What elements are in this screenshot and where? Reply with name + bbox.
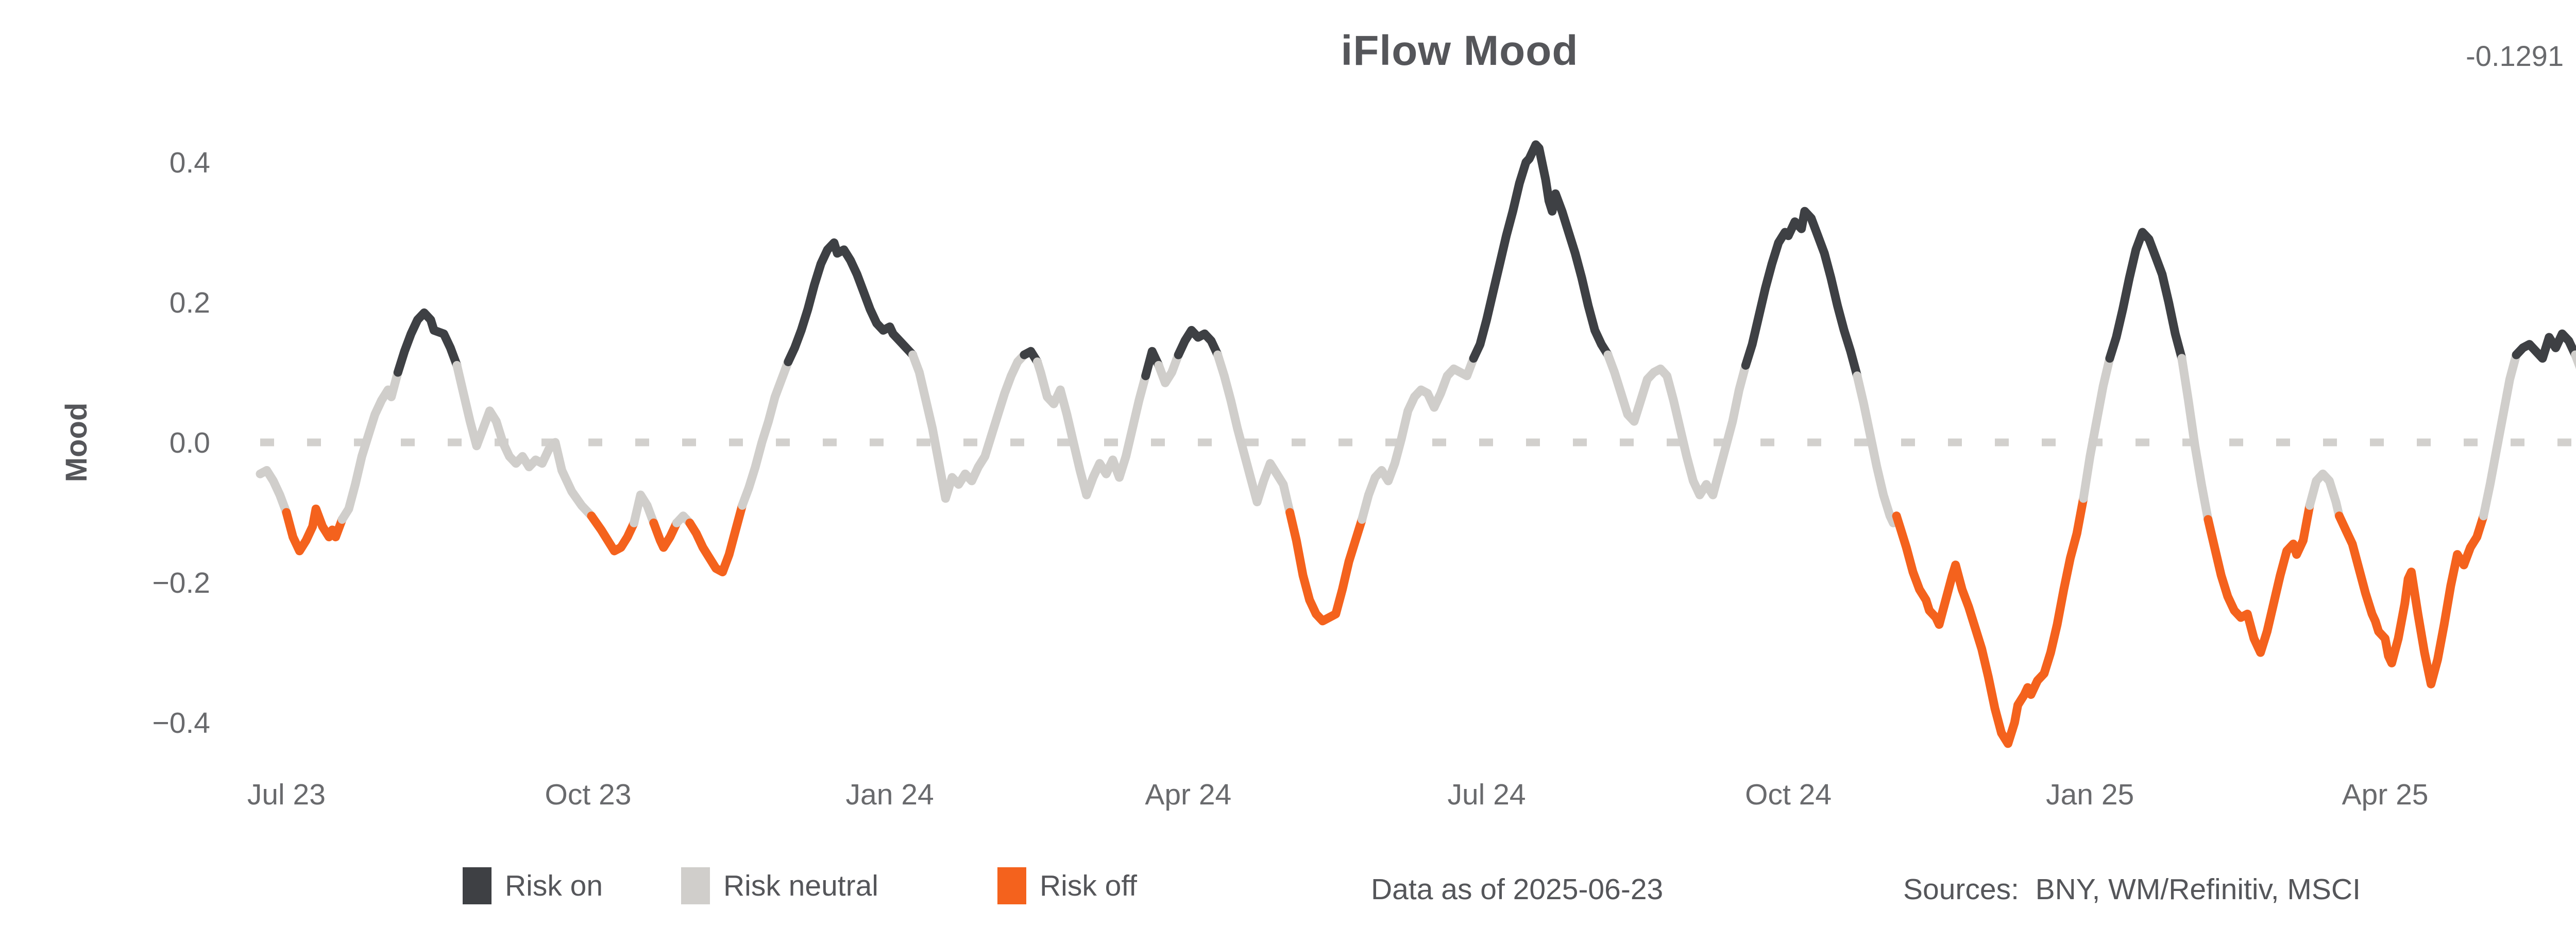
series-segment: [2479, 350, 2521, 521]
series-segment: [2079, 354, 2114, 503]
series-segment: [587, 511, 639, 556]
series-segment: [1741, 207, 1862, 381]
risk-on-swatch-icon: [463, 867, 492, 904]
legend-item-risk-on: Risk on: [463, 867, 603, 904]
page-title: iFlow Mood: [1341, 27, 1579, 74]
series-segment: [1469, 140, 1613, 363]
series-segment: [2305, 469, 2344, 521]
current-value-readout: -0.1291 → risk off: [2466, 39, 2576, 73]
series-segment: [2204, 501, 2314, 657]
y-tick-label: 0.4: [170, 146, 210, 179]
x-tick-label: Oct 24: [1745, 778, 1832, 811]
x-tick-label: Oct 23: [545, 778, 632, 811]
series-segment: [452, 360, 596, 521]
y-tick-label: −0.4: [152, 707, 210, 740]
series-segment: [2177, 354, 2213, 524]
series-segment: [738, 357, 793, 510]
series-segment: [1853, 371, 1901, 527]
series-segment: [2512, 329, 2576, 363]
series-segment: [393, 308, 462, 377]
y-tick-label: 0.0: [170, 426, 210, 459]
x-axis-tick-labels: Jul 23 Oct 23 Jan 24 Apr 24 Jul 24 Oct 24 Jan …: [247, 778, 2429, 811]
series-segment: [1174, 325, 1223, 359]
series-segment: [685, 501, 747, 577]
legend-item-risk-neutral: Risk neutral: [681, 867, 878, 904]
data-as-of-note: Data as of 2025-06-23: [1371, 873, 1664, 906]
series-segment: [256, 466, 291, 517]
series-segment: [337, 368, 402, 524]
risk-neutral-swatch-icon: [681, 867, 710, 904]
x-tick-label: Apr 25: [2342, 778, 2429, 811]
series-segment: [1603, 350, 1750, 500]
x-tick-label: Jul 24: [1447, 778, 1526, 811]
series-segment: [630, 490, 658, 527]
series-segment: [1892, 494, 2088, 748]
x-tick-label: Jan 24: [846, 778, 934, 811]
y-axis-tick-labels: 0.4 0.2 0.0 −0.2 −0.4: [152, 146, 210, 740]
x-tick-label: Jan 25: [2046, 778, 2134, 811]
series-segment: [2105, 228, 2187, 363]
y-tick-label: −0.2: [152, 566, 210, 599]
series-segment: [1213, 350, 1295, 517]
series-segment: [1033, 357, 1150, 500]
y-axis-title: Mood: [60, 403, 93, 483]
mood-line-series: [256, 140, 2576, 748]
series-segment: [282, 504, 347, 556]
series-segment: [908, 350, 1029, 503]
series-segment: [649, 518, 681, 552]
sources-note: Sources: BNY, WM/Refinitiv, MSCI: [1903, 873, 2361, 906]
series-segment: [1285, 508, 1367, 626]
x-tick-label: Jul 23: [247, 778, 326, 811]
x-tick-label: Apr 24: [1145, 778, 1231, 811]
y-tick-label: 0.2: [170, 286, 210, 319]
series-segment: [1154, 350, 1183, 387]
risk-off-swatch-icon: [997, 867, 1026, 904]
current-value: -0.1291: [2466, 40, 2564, 72]
legend-label: Risk off: [1040, 869, 1138, 902]
series-segment: [1358, 354, 1478, 524]
legend-label: Risk on: [505, 869, 603, 902]
legend-label: Risk neutral: [723, 869, 878, 902]
series-segment: [784, 238, 918, 367]
legend-item-risk-off: Risk off: [997, 867, 1137, 904]
series-segment: [2334, 511, 2488, 689]
series-segment: [1141, 347, 1163, 381]
